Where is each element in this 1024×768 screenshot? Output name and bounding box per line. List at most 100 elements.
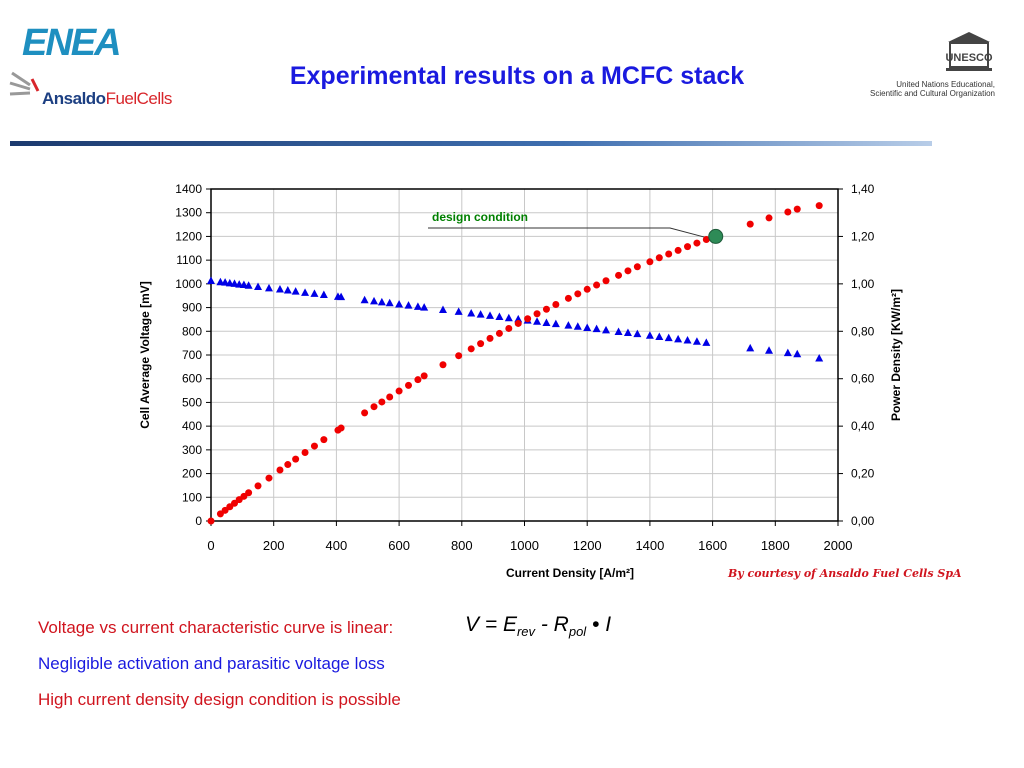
voltage-point xyxy=(291,287,300,295)
unesco-emblem-text: UNESCO xyxy=(945,52,993,64)
formula-part: • I xyxy=(586,613,612,636)
y-tick-label: 1400 xyxy=(175,182,202,196)
y-axis-label: Cell Average Voltage [mV] xyxy=(138,281,152,429)
power-point xyxy=(624,267,632,275)
voltage-point xyxy=(360,295,369,304)
voltage-point xyxy=(385,298,394,307)
voltage-point xyxy=(420,303,429,311)
voltage-point xyxy=(746,343,755,352)
y-tick-label: 600 xyxy=(182,372,202,386)
formula-sub-rev: rev xyxy=(516,624,536,640)
power-point xyxy=(602,277,610,285)
formula-sub-pol: pol xyxy=(568,624,587,640)
y-tick-label: 1300 xyxy=(175,206,202,220)
power-point xyxy=(746,220,754,228)
voltage-point xyxy=(815,354,824,362)
power-point xyxy=(361,409,369,417)
power-point xyxy=(593,281,601,289)
voltage-point xyxy=(633,329,642,338)
voltage-point xyxy=(504,313,513,322)
voltage-point xyxy=(793,349,802,358)
power-point xyxy=(337,424,345,432)
ansaldo-logo: AnsaldoFuelCells xyxy=(9,71,173,109)
power-point xyxy=(284,461,292,469)
power-point xyxy=(633,263,641,271)
voltage-point xyxy=(614,327,623,335)
y-tick-label: 1000 xyxy=(175,277,202,291)
y-tick-label: 900 xyxy=(182,301,202,315)
voltage-point xyxy=(683,336,692,344)
voltage-point xyxy=(221,278,230,286)
power-point xyxy=(564,294,572,302)
power-point xyxy=(655,254,663,262)
power-point xyxy=(533,310,541,318)
bullet-activation: Negligible activation and parasitic volt… xyxy=(38,654,385,673)
mcfc-chart: 0 200 400 600 800 1000 1200 1400 1600 1800 2000 0 10… xyxy=(138,182,903,580)
voltage-point xyxy=(264,283,273,292)
y-tick-label: 400 xyxy=(182,419,202,433)
power-point xyxy=(495,329,503,337)
x-tick-label: 1200 xyxy=(573,538,602,553)
formula: V = Erev - Rpol • I xyxy=(465,613,611,639)
power-point xyxy=(207,517,215,525)
page-title: Experimental results on a MCFC stack xyxy=(289,62,745,90)
voltage-point xyxy=(254,282,263,290)
y-tick-label: 700 xyxy=(182,348,202,362)
header-divider xyxy=(10,141,932,146)
voltage-point xyxy=(244,281,253,289)
power-point xyxy=(646,258,654,266)
power-point xyxy=(542,305,550,313)
y2-tick-label: 1,00 xyxy=(851,277,875,291)
y-tick-label: 800 xyxy=(182,324,202,338)
power-point xyxy=(301,448,309,456)
voltage-point xyxy=(319,290,328,299)
courtesy-note: By courtesy of Ansaldo Fuel Cells SpA xyxy=(728,567,962,580)
voltage-point xyxy=(230,279,239,287)
power-point xyxy=(320,436,328,444)
power-point xyxy=(784,208,792,216)
y2-tick-label: 0,20 xyxy=(851,467,875,481)
unesco-line-1: United Nations Educational, xyxy=(896,80,995,89)
voltage-point xyxy=(207,276,215,285)
y2-tick-label: 0,60 xyxy=(851,372,875,386)
power-point xyxy=(292,455,300,463)
voltage-point xyxy=(592,324,601,333)
y-tick-label: 200 xyxy=(182,467,202,481)
voltage-point xyxy=(602,325,611,334)
power-point xyxy=(574,290,582,298)
power-point xyxy=(684,243,692,251)
grid xyxy=(210,188,839,522)
power-point xyxy=(310,442,318,450)
y-tick-label: 100 xyxy=(182,490,202,504)
y2-tick-label: 0,00 xyxy=(851,514,875,528)
voltage-point xyxy=(551,319,560,328)
voltage-point xyxy=(702,338,711,346)
power-point xyxy=(254,482,262,490)
power-point xyxy=(420,372,428,380)
voltage-point xyxy=(564,321,573,329)
unesco-line-2: Scientific and Cultural Organization xyxy=(870,89,995,98)
voltage-point xyxy=(310,289,319,297)
power-point xyxy=(505,324,513,332)
y-tick-label: 300 xyxy=(182,443,202,457)
x-tick-label: 0 xyxy=(207,538,214,553)
power-point xyxy=(665,250,673,258)
power-point xyxy=(265,474,273,482)
voltage-point xyxy=(645,331,654,339)
power-point xyxy=(467,345,475,353)
voltage-point xyxy=(275,285,284,293)
voltage-point xyxy=(395,299,404,308)
power-point xyxy=(439,361,447,369)
x-tick-label: 400 xyxy=(326,538,348,553)
voltage-point xyxy=(542,318,551,326)
voltage-point xyxy=(486,311,495,319)
data-marks xyxy=(207,202,824,525)
power-point xyxy=(674,246,682,254)
fuelcells-text: FuelCells xyxy=(105,89,173,108)
y-tick-label: 0 xyxy=(195,514,202,528)
voltage-point xyxy=(438,305,447,313)
y2-axis-label: Power Density [KW/m²] xyxy=(889,289,903,421)
power-point xyxy=(693,239,701,247)
power-point xyxy=(815,202,823,210)
y-tick-label: 500 xyxy=(182,395,202,409)
